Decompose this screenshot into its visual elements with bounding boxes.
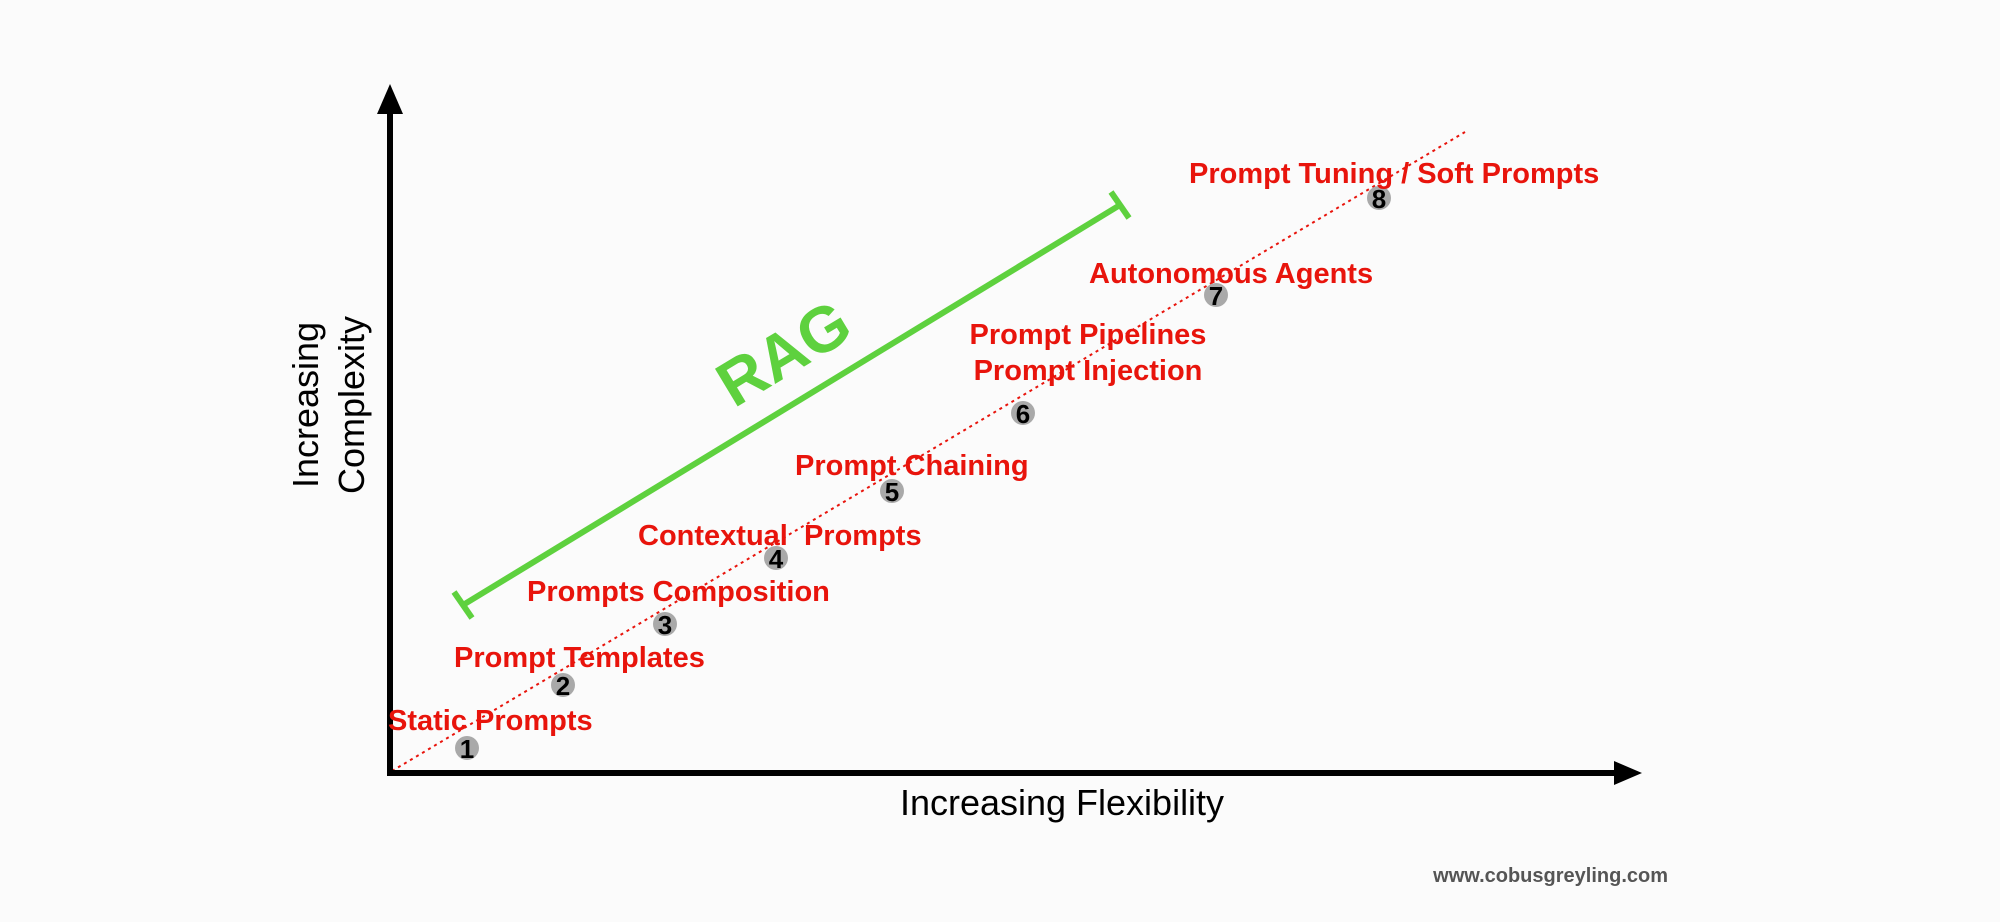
step-number-8: 8 [1372, 184, 1386, 214]
step-marker-8: 8 [1367, 184, 1391, 214]
step-marker-3: 3 [653, 610, 677, 640]
step-label-3: Prompts Composition [527, 576, 830, 608]
rag-line [461, 202, 1122, 608]
step-markers: 1 2 3 4 5 6 7 8 [455, 184, 1391, 764]
y-axis-label-line1: Increasing [285, 322, 326, 488]
step-number-3: 3 [658, 610, 672, 640]
site-url: www.cobusgreyling.com [1432, 865, 1668, 887]
step-number-1: 1 [460, 734, 474, 764]
step-marker-1: 1 [455, 734, 479, 764]
rag-end-cap-left [451, 590, 475, 620]
x-axis-arrow-icon [1614, 761, 1642, 785]
step-number-5: 5 [885, 477, 899, 507]
rag-label: RAG [704, 286, 863, 421]
y-axis-arrow-icon [377, 84, 403, 114]
step-label-2: Prompt Templates [454, 642, 705, 674]
step-label-8: Prompt Tuning / Soft Prompts [1189, 158, 1599, 190]
step-marker-7: 7 [1204, 281, 1228, 311]
rag-end-cap-right [1108, 190, 1132, 220]
step-label-7: Autonomous Agents [1089, 258, 1373, 290]
step-number-2: 2 [556, 671, 570, 701]
step-marker-4: 4 [764, 544, 788, 574]
step-labels: Static Prompts Prompt Templates Prompts … [388, 158, 1599, 737]
trend-line [391, 131, 1466, 772]
step-label-5: Prompt Chaining [795, 450, 1029, 482]
step-number-7: 7 [1209, 281, 1223, 311]
y-axis-label-line2: Complexity [331, 316, 372, 494]
y-axis-label: Increasing Complexity [285, 316, 372, 494]
step-number-4: 4 [769, 544, 784, 574]
axes [377, 84, 1642, 785]
x-axis-label: Increasing Flexibility [900, 782, 1224, 823]
step-marker-6: 6 [1011, 399, 1035, 429]
step-marker-5: 5 [880, 477, 904, 507]
step-label-6-line1: Prompt Pipelines [970, 319, 1207, 351]
step-label-1: Static Prompts [388, 705, 593, 737]
step-label-4: Contextual Prompts [638, 520, 922, 552]
step-label-6-line2: Prompt Injection [974, 355, 1203, 387]
step-number-6: 6 [1016, 399, 1030, 429]
step-marker-2: 2 [551, 671, 575, 701]
